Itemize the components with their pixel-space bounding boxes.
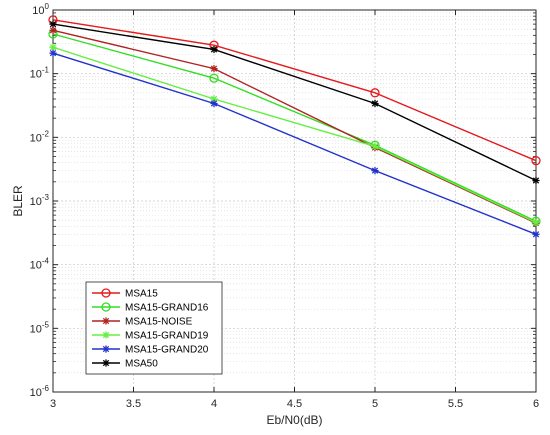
series-line: [52, 33, 537, 222]
legend-label: MSA15-NOISE: [125, 317, 193, 328]
legend-entry: MSA15: [92, 288, 158, 300]
y-tick-label: 10-6: [30, 384, 50, 399]
marker-star: [371, 167, 379, 175]
y-tick-exponent: -1: [42, 66, 50, 75]
legend-entry: MSA50: [92, 359, 158, 370]
x-tick-label: 4: [211, 398, 217, 410]
marker-star: [102, 345, 110, 353]
marker-stroke: [371, 143, 379, 150]
legend-entry: MSA15-GRAND16: [92, 302, 209, 314]
marker-stroke: [210, 46, 218, 53]
y-axis-label: BLER: [11, 185, 25, 217]
marker-stroke: [210, 100, 218, 107]
legend-entry: MSA15-GRAND19: [92, 331, 209, 342]
y-tick-exponent: 0: [45, 2, 50, 11]
marker-star: [49, 49, 57, 57]
marker-star: [532, 230, 540, 238]
legend-label: MSA15: [125, 289, 158, 300]
marker-star: [49, 20, 57, 28]
marker-star: [210, 45, 218, 54]
marker-stroke: [532, 231, 540, 238]
marker-star: [210, 65, 218, 73]
legend: MSA15 MSA15-GRAND16 MSA15-NOISE MSA15-GRAND…: [85, 281, 223, 375]
legend-label: MSA15-GRAND20: [125, 345, 209, 356]
marker-circle: [531, 156, 541, 166]
series-group: [48, 15, 541, 238]
marker-stroke: [532, 177, 540, 184]
marker-stroke: [49, 27, 57, 34]
series-msa15-grand20: [49, 49, 540, 238]
legend-entry: MSA15-NOISE: [92, 317, 193, 328]
marker-circle: [101, 288, 111, 298]
marker-star: [532, 218, 540, 227]
marker-stroke: [371, 167, 379, 174]
x-tick-label: 3: [50, 398, 56, 410]
marker-circle: [209, 73, 219, 83]
marker-stroke: [102, 317, 110, 325]
marker-stroke: [102, 345, 110, 353]
legend-label: MSA15-GRAND16: [125, 303, 209, 314]
y-tick-label: 10-4: [30, 257, 50, 272]
x-axis-label: Eb/N0(dB): [266, 413, 322, 427]
legend-box: [85, 281, 223, 375]
marker-star: [371, 142, 379, 151]
y-tick-label: 100: [32, 2, 49, 17]
legend-label: MSA50: [125, 359, 158, 370]
marker-stroke: [532, 219, 540, 226]
x-tick-label: 6: [533, 398, 539, 410]
series-msa15-grand19: [49, 43, 540, 227]
marker-stroke: [102, 359, 110, 367]
series-line: [52, 29, 537, 224]
x-tick-label: 3.5: [126, 398, 141, 410]
y-tick-label: 10-3: [30, 193, 50, 208]
marker-stroke: [49, 49, 57, 57]
series-line: [52, 52, 537, 235]
x-tick-label: 5: [372, 398, 378, 410]
grid: [52, 9, 537, 393]
legend-label: MSA15-GRAND19: [125, 331, 209, 342]
series-line: [52, 19, 537, 162]
x-tick-label: 5.5: [448, 398, 463, 410]
marker-star: [102, 331, 110, 339]
marker-stroke: [210, 65, 218, 72]
legend-entry: MSA15-GRAND20: [92, 345, 209, 356]
marker-star: [371, 99, 379, 108]
series-line: [52, 23, 537, 182]
y-tick-exponent: -4: [42, 257, 50, 266]
y-tick-exponent: -2: [42, 129, 50, 138]
y-tick-label: 10-2: [30, 129, 50, 144]
marker-circle: [101, 302, 111, 312]
marker-star: [210, 99, 218, 108]
marker-stroke: [49, 20, 57, 28]
marker-stroke: [371, 100, 379, 107]
y-tick-label: 10-1: [30, 66, 50, 81]
y-tick-exponent: -5: [42, 320, 50, 329]
marker-stroke: [102, 331, 110, 339]
y-tick-label: 10-5: [30, 320, 50, 335]
x-tick-label: 4.5: [287, 398, 302, 410]
marker-stroke: [49, 44, 57, 51]
series-line: [52, 46, 537, 224]
y-tick-exponent: -6: [42, 384, 50, 393]
y-tick-exponent: -3: [42, 193, 50, 202]
marker-star: [102, 359, 110, 367]
series-msa50: [49, 20, 540, 185]
marker-circle: [370, 88, 380, 98]
marker-star: [49, 26, 57, 34]
marker-star: [532, 176, 540, 185]
marker-star: [102, 317, 110, 325]
